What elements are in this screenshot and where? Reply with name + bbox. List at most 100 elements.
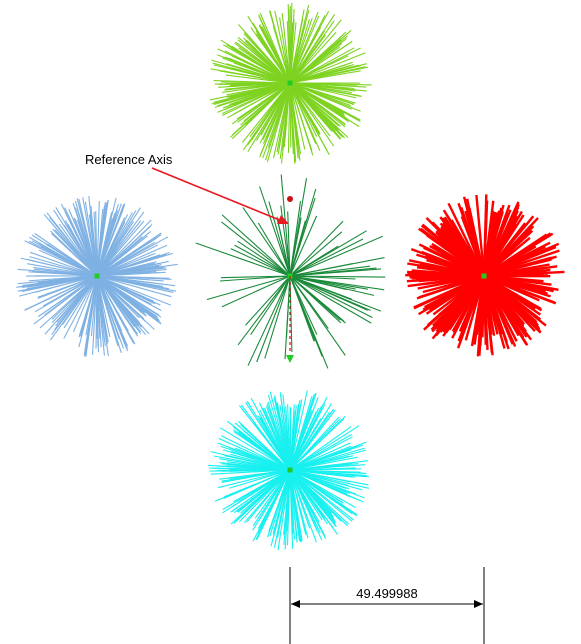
ray xyxy=(229,469,291,480)
ray xyxy=(289,238,364,277)
ray xyxy=(265,406,291,471)
ray xyxy=(250,275,291,335)
ray xyxy=(289,64,347,84)
ray xyxy=(289,82,361,97)
ray xyxy=(289,18,311,84)
ray xyxy=(93,211,98,277)
ray xyxy=(418,243,485,278)
ray xyxy=(96,221,134,277)
ray xyxy=(232,426,291,471)
ray xyxy=(289,31,324,84)
ray xyxy=(289,411,330,471)
ray xyxy=(281,82,291,150)
ray xyxy=(426,228,485,277)
ray xyxy=(96,233,143,277)
ray xyxy=(289,469,349,486)
ray xyxy=(37,275,98,318)
ray xyxy=(289,235,384,277)
center-marker xyxy=(287,80,293,86)
ray xyxy=(289,390,308,471)
ray xyxy=(96,275,172,306)
ray xyxy=(475,194,486,277)
ray xyxy=(234,447,291,471)
ray xyxy=(256,33,291,84)
ray xyxy=(245,401,291,471)
ray xyxy=(234,422,291,471)
ray xyxy=(289,19,295,84)
ray xyxy=(76,198,98,277)
ray xyxy=(289,455,354,471)
reference-axis xyxy=(286,196,294,363)
ray xyxy=(482,204,511,277)
ray xyxy=(253,422,291,471)
ray xyxy=(96,275,177,292)
ray xyxy=(408,259,485,278)
ray xyxy=(210,451,291,471)
ray xyxy=(289,469,358,516)
ray xyxy=(289,275,346,324)
ray xyxy=(222,469,291,514)
ray xyxy=(49,275,98,341)
ray xyxy=(72,203,98,277)
ray xyxy=(40,246,98,277)
ray xyxy=(289,82,314,156)
left-burst xyxy=(16,195,178,357)
ray xyxy=(289,405,297,471)
ray xyxy=(245,275,291,326)
ray xyxy=(96,275,164,285)
ray xyxy=(289,418,341,471)
ray xyxy=(252,469,291,542)
ray xyxy=(231,67,291,84)
ray xyxy=(284,275,291,360)
top-burst xyxy=(209,2,372,164)
ray xyxy=(233,82,291,115)
ray xyxy=(96,275,122,353)
ray xyxy=(289,257,385,277)
ray xyxy=(289,20,335,84)
ray xyxy=(262,82,291,144)
ray xyxy=(289,469,351,498)
ray xyxy=(289,47,355,84)
dimension: 49.499988 xyxy=(289,567,485,644)
ray xyxy=(482,200,489,277)
ray xyxy=(96,197,117,277)
ray xyxy=(287,404,291,471)
ray xyxy=(483,255,557,278)
ray xyxy=(483,275,527,333)
ray xyxy=(64,207,98,277)
ray xyxy=(96,219,152,277)
ray xyxy=(31,234,98,277)
ray xyxy=(243,469,291,524)
ray xyxy=(52,228,98,277)
ray xyxy=(96,244,168,277)
ray xyxy=(272,25,291,84)
ray xyxy=(289,82,350,123)
ray xyxy=(244,31,291,84)
ray xyxy=(21,275,98,293)
dimension-value: 49.499988 xyxy=(356,586,417,601)
ray xyxy=(483,274,542,310)
ray xyxy=(96,275,152,305)
ray xyxy=(289,245,339,277)
ray xyxy=(243,37,291,84)
ray xyxy=(422,274,485,294)
ray xyxy=(96,260,169,277)
ray xyxy=(258,469,291,522)
center-marker xyxy=(287,467,293,473)
ray xyxy=(482,275,499,335)
ray xyxy=(277,82,291,155)
ray xyxy=(27,263,98,277)
ray xyxy=(96,275,123,332)
ray xyxy=(289,31,337,84)
ray xyxy=(483,248,539,278)
ray xyxy=(289,425,360,471)
ray xyxy=(219,275,291,282)
ray xyxy=(214,82,291,108)
ray xyxy=(96,275,105,356)
ray xyxy=(230,248,291,277)
ray xyxy=(259,24,291,84)
ray xyxy=(269,391,291,471)
ray xyxy=(289,82,351,107)
ray xyxy=(96,275,162,318)
